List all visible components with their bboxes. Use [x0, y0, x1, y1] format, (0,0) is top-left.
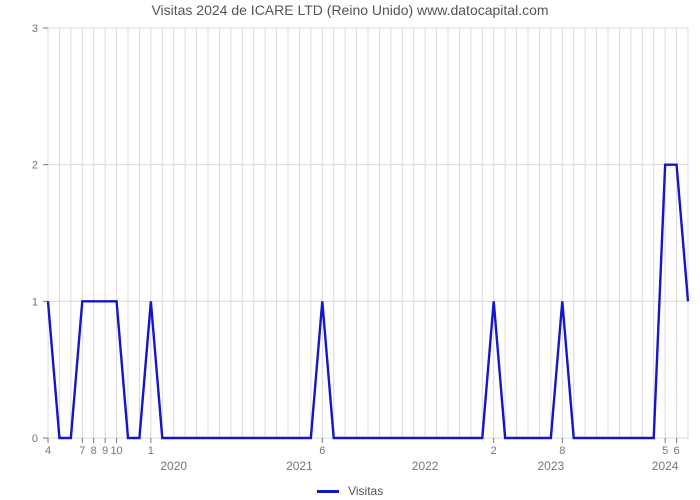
svg-text:6: 6	[319, 445, 325, 457]
legend-label: Visitas	[348, 484, 383, 498]
chart-svg: 012347891016285620202021202220232024	[0, 0, 700, 500]
svg-text:2024: 2024	[652, 459, 679, 473]
chart-title: Visitas 2024 de ICARE LTD (Reino Unido) …	[0, 2, 700, 18]
svg-text:2: 2	[491, 445, 497, 457]
svg-text:2020: 2020	[160, 459, 187, 473]
svg-text:6: 6	[674, 445, 680, 457]
svg-text:8: 8	[559, 445, 565, 457]
svg-text:1: 1	[32, 296, 38, 308]
svg-text:4: 4	[45, 445, 51, 457]
chart-legend: Visitas	[0, 484, 700, 498]
svg-text:5: 5	[662, 445, 668, 457]
svg-text:1: 1	[148, 445, 154, 457]
svg-text:0: 0	[32, 433, 38, 445]
legend-swatch	[317, 490, 339, 493]
svg-text:8: 8	[91, 445, 97, 457]
svg-text:7: 7	[79, 445, 85, 457]
svg-text:10: 10	[110, 445, 122, 457]
svg-text:9: 9	[102, 445, 108, 457]
svg-text:2021: 2021	[286, 459, 313, 473]
svg-text:2023: 2023	[538, 459, 565, 473]
svg-text:3: 3	[32, 23, 38, 35]
svg-text:2022: 2022	[412, 459, 439, 473]
chart-container: Visitas 2024 de ICARE LTD (Reino Unido) …	[0, 0, 700, 500]
svg-text:2: 2	[32, 160, 38, 172]
